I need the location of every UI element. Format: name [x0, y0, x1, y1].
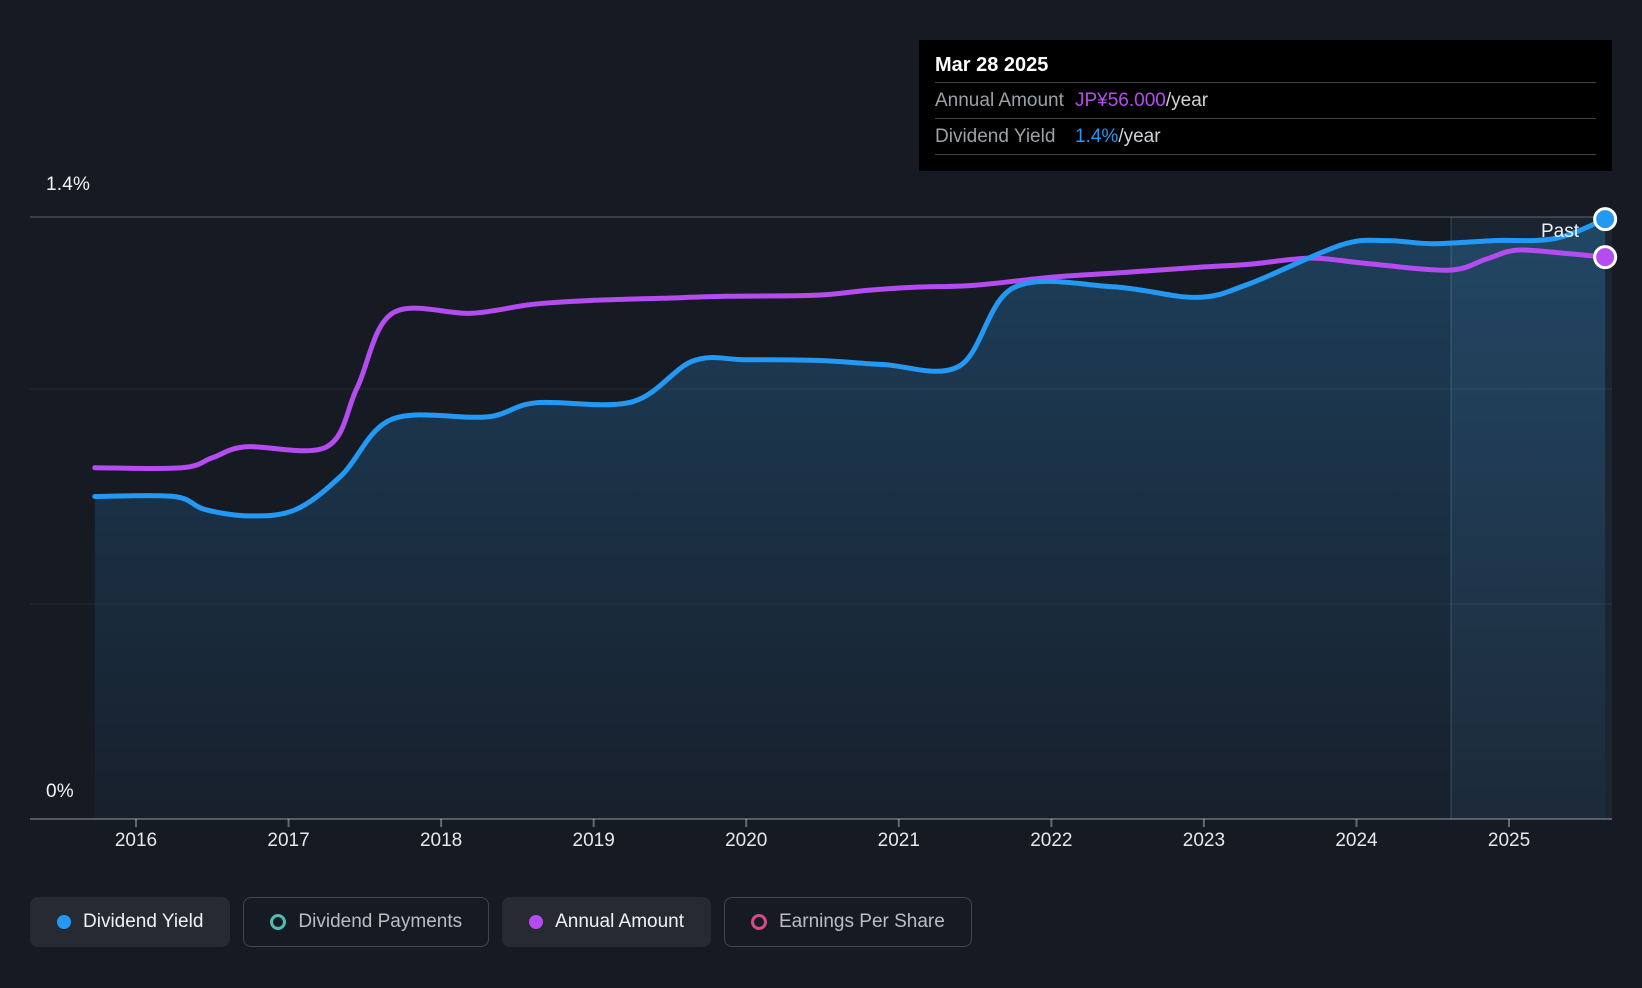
- x-axis-label-2021: 2021: [878, 830, 920, 851]
- legend-button-dividend-payments[interactable]: Dividend Payments: [243, 897, 490, 947]
- recent-period-highlight: [1451, 217, 1612, 819]
- tooltip-label: Dividend Yield: [935, 125, 1056, 147]
- legend-button-earnings-per-share[interactable]: Earnings Per Share: [724, 897, 972, 947]
- dividend-payments-ring-icon: [270, 914, 287, 930]
- y-axis-label-zero: 0%: [46, 781, 74, 802]
- x-axis-label-2025: 2025: [1488, 830, 1530, 851]
- past-label: Past: [1541, 221, 1580, 242]
- annual-amount-endpoint-marker: [1593, 245, 1618, 270]
- dividend-yield-area: [94, 219, 1606, 820]
- x-axis-label-2018: 2018: [420, 830, 462, 851]
- annual-amount-dot-icon: [529, 915, 544, 929]
- dividend-yield-dot-icon: [57, 915, 71, 929]
- y-axis-label-max: 1.4%: [46, 174, 91, 195]
- tooltip-divider: [935, 154, 1596, 155]
- legend-label: Dividend Yield: [83, 911, 204, 932]
- tooltip-row-dividend-yield: Dividend Yield 1.4% /year: [935, 118, 1596, 154]
- x-axis-label-2016: 2016: [115, 830, 157, 851]
- tooltip-label: Annual Amount: [935, 89, 1064, 111]
- legend-label: Dividend Payments: [298, 911, 463, 932]
- dividend-yield-line: [92, 216, 1608, 519]
- x-axis-label-2019: 2019: [573, 830, 615, 851]
- tooltip-value-dividend-yield: 1.4%: [1075, 125, 1119, 147]
- earnings-per-share-ring-icon: [751, 914, 767, 930]
- tooltip-value-annual-amount: JP¥56.000: [1075, 89, 1166, 111]
- tooltip-row-annual-amount: Annual Amount JP¥56.000 /year: [935, 82, 1596, 118]
- dividend-yield-endpoint-marker: [1593, 207, 1618, 232]
- tooltip-value-suffix: /year: [1118, 125, 1161, 147]
- x-axis-label-2020: 2020: [725, 830, 767, 851]
- series-legend: Dividend Yield Dividend Payments Annual …: [30, 897, 972, 947]
- legend-button-dividend-yield[interactable]: Dividend Yield: [30, 897, 231, 947]
- x-axis-label-2023: 2023: [1183, 830, 1225, 851]
- tooltip-value-suffix: /year: [1165, 89, 1209, 111]
- legend-button-annual-amount[interactable]: Annual Amount: [502, 897, 711, 947]
- x-axis-label-2022: 2022: [1030, 830, 1072, 851]
- legend-label: Earnings Per Share: [779, 911, 945, 932]
- x-axis-label-2024: 2024: [1335, 830, 1378, 851]
- chart-tooltip: Mar 28 2025 Annual Amount JP¥56.000 /yea…: [919, 40, 1612, 171]
- tooltip-date: Mar 28 2025: [935, 54, 1049, 76]
- legend-label: Annual Amount: [555, 911, 684, 932]
- annual-amount-line: [92, 247, 1608, 472]
- x-axis-label-2017: 2017: [267, 830, 309, 851]
